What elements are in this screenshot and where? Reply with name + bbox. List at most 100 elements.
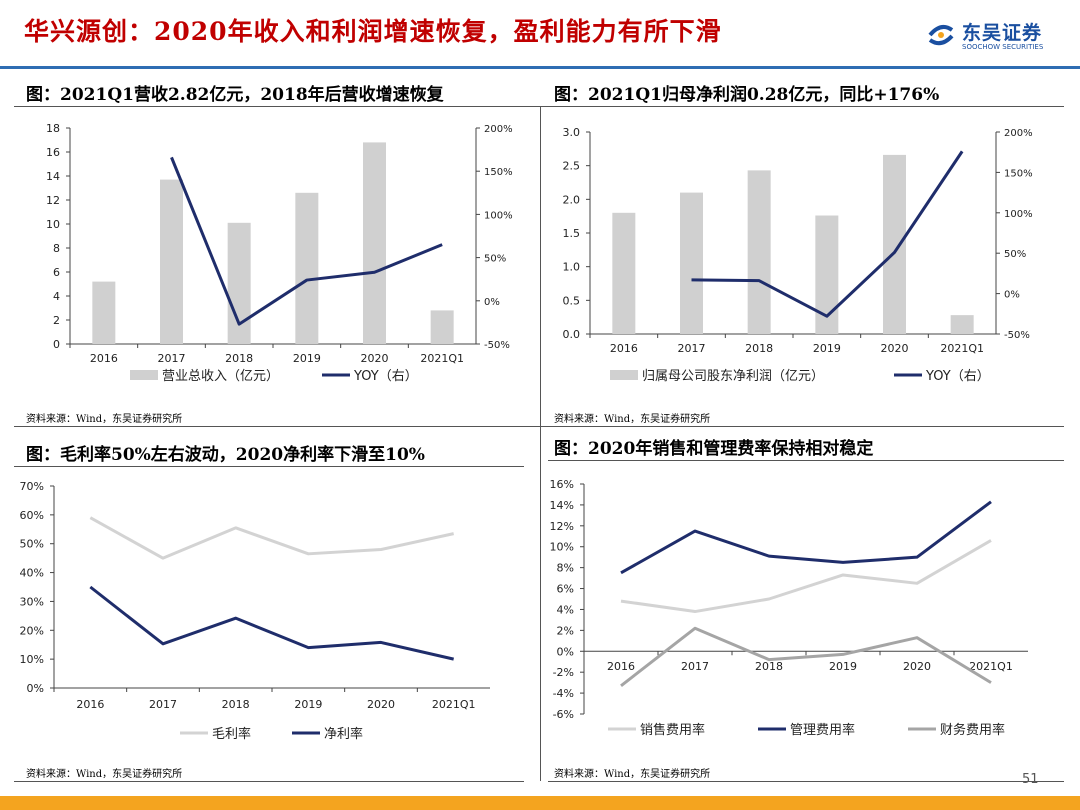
legend-label: 财务费用率 bbox=[940, 722, 1005, 738]
y-tick-label: 1.0 bbox=[563, 261, 581, 274]
y-tick-label: -2% bbox=[553, 666, 574, 679]
x-tick-label: 2017 bbox=[681, 660, 709, 673]
x-tick-label: 2018 bbox=[222, 698, 250, 711]
y-right-tick-label: 200% bbox=[1004, 128, 1033, 139]
divider-line bbox=[548, 460, 1064, 461]
brand-logo: 东吴证券 SOOCHOW SECURITIES bbox=[926, 18, 1071, 58]
y-tick-label: 2.5 bbox=[563, 160, 581, 173]
y-right-tick-label: 150% bbox=[484, 167, 513, 178]
y-tick-label: 0.5 bbox=[563, 294, 581, 307]
chart-expense-ratio: -6% -4% -2% 0% 2% 4% 6% 8% 10% 12% 14% 16% 2016 2017 2… bbox=[550, 478, 1028, 738]
y-tick-label: 3.0 bbox=[563, 126, 581, 139]
y-tick-label: 1.5 bbox=[563, 227, 581, 240]
y-right-tick-label: 100% bbox=[484, 210, 513, 221]
y-right-tick-label: 50% bbox=[1004, 249, 1026, 260]
legend-label: 毛利率 bbox=[212, 726, 251, 742]
y-right-tick-label: 0% bbox=[484, 297, 500, 308]
legend-label: YOY（右） bbox=[925, 369, 990, 384]
bar bbox=[362, 142, 387, 344]
series-line bbox=[89, 516, 454, 560]
x-tick-label: 2018 bbox=[755, 660, 783, 673]
bar bbox=[92, 281, 116, 344]
source-note: 资料来源：Wind，东吴证券研究所 bbox=[26, 414, 183, 425]
divider-line bbox=[14, 426, 1064, 427]
y-tick-label: 70% bbox=[20, 480, 44, 493]
y-right-tick-label: 0% bbox=[1004, 290, 1020, 301]
y-tick-label: -6% bbox=[553, 708, 574, 721]
source-note: 资料来源：Wind，东吴证券研究所 bbox=[26, 769, 183, 780]
y-right-tick-label: -50% bbox=[1004, 330, 1030, 341]
series-line bbox=[620, 539, 992, 614]
source-note: 资料来源：Wind，东吴证券研究所 bbox=[554, 769, 711, 780]
bar bbox=[612, 212, 636, 334]
panel-title-profit: 图：2021Q1归母净利润0.28亿元，同比+176% bbox=[554, 85, 940, 105]
y-tick-label: 16 bbox=[46, 146, 60, 159]
x-tick-label: 2020 bbox=[361, 352, 389, 365]
logo-text-cn: 东吴证券 bbox=[962, 22, 1043, 44]
divider-line bbox=[548, 781, 1064, 782]
legend-label: 净利率 bbox=[324, 726, 363, 742]
y-right-tick-label: 150% bbox=[1004, 168, 1033, 179]
y-tick-label: 12% bbox=[550, 520, 574, 533]
x-tick-label: 2016 bbox=[610, 342, 638, 355]
panel-title-revenue: 图：2021Q1营收2.82亿元，2018年后营收增速恢复 bbox=[26, 85, 444, 105]
bar bbox=[227, 222, 251, 344]
y-tick-label: 16% bbox=[550, 478, 574, 491]
x-tick-label: 2019 bbox=[293, 352, 321, 365]
x-tick-label: 2016 bbox=[76, 698, 104, 711]
legend-label: 销售费用率 bbox=[640, 722, 705, 738]
y-tick-label: 8% bbox=[557, 562, 574, 575]
y-tick-label: 14 bbox=[46, 170, 60, 183]
y-tick-label: 20% bbox=[20, 624, 44, 637]
panel-title-margin: 图：毛利率50%左右波动，2020净利率下滑至10% bbox=[26, 445, 425, 465]
legend-label: YOY（右） bbox=[353, 369, 418, 384]
y-tick-label: 2.0 bbox=[563, 193, 581, 206]
bar bbox=[950, 315, 974, 334]
bar bbox=[159, 179, 184, 344]
page-title: 华兴源创：2020年收入和利润增速恢复，盈利能力有所下滑 bbox=[24, 17, 722, 46]
x-tick-label: 2017 bbox=[678, 342, 706, 355]
bar bbox=[295, 192, 319, 344]
chart-revenue: 0 2 4 6 8 10 12 14 16 18 -50% 0% 50% 100% 150% 200% 2016… bbox=[46, 122, 513, 384]
legend-label: 归属母公司股东净利润（亿元） bbox=[642, 369, 824, 384]
x-tick-label: 2021Q1 bbox=[940, 342, 984, 355]
y-tick-label: 4% bbox=[557, 603, 574, 616]
divider-line bbox=[14, 466, 524, 467]
x-tick-label: 2017 bbox=[158, 352, 186, 365]
y-tick-label: 18 bbox=[46, 122, 60, 135]
x-tick-label: 2020 bbox=[367, 698, 395, 711]
y-right-tick-label: 50% bbox=[484, 254, 506, 265]
series-line bbox=[170, 156, 443, 326]
bar bbox=[747, 170, 771, 334]
y-tick-label: 6% bbox=[557, 583, 574, 596]
page-number: 51 bbox=[1022, 772, 1039, 787]
legend-label: 管理费用率 bbox=[790, 722, 855, 738]
x-tick-label: 2021Q1 bbox=[969, 660, 1013, 673]
y-tick-label: 0% bbox=[557, 645, 574, 658]
y-tick-label: 6 bbox=[53, 266, 60, 279]
chart-margin: 0% 10% 20% 30% 40% 50% 60% 70% 2016 2017 2018 2019 2… bbox=[20, 480, 490, 742]
logo-text-en: SOOCHOW SECURITIES bbox=[962, 43, 1044, 51]
y-tick-label: 0.0 bbox=[563, 328, 581, 341]
y-tick-label: 14% bbox=[550, 499, 574, 512]
y-tick-label: -4% bbox=[553, 687, 574, 700]
x-tick-label: 2019 bbox=[813, 342, 841, 355]
x-tick-label: 2021Q1 bbox=[420, 352, 464, 365]
x-tick-label: 2016 bbox=[90, 352, 118, 365]
footer-bar bbox=[0, 796, 1080, 810]
y-tick-label: 60% bbox=[20, 509, 44, 522]
y-tick-label: 30% bbox=[20, 595, 44, 608]
y-tick-label: 8 bbox=[53, 242, 60, 255]
y-tick-label: 4 bbox=[53, 290, 60, 303]
y-tick-label: 10 bbox=[46, 218, 60, 231]
y-right-tick-label: -50% bbox=[484, 340, 510, 351]
legend-swatch bbox=[130, 370, 158, 380]
x-tick-label: 2018 bbox=[225, 352, 253, 365]
x-tick-label: 2020 bbox=[881, 342, 909, 355]
divider-line bbox=[540, 106, 541, 426]
divider-line bbox=[14, 106, 1064, 107]
y-right-tick-label: 200% bbox=[484, 124, 513, 135]
legend-swatch bbox=[610, 370, 638, 380]
y-tick-label: 0 bbox=[53, 338, 60, 351]
logo-mark-icon bbox=[928, 24, 954, 46]
